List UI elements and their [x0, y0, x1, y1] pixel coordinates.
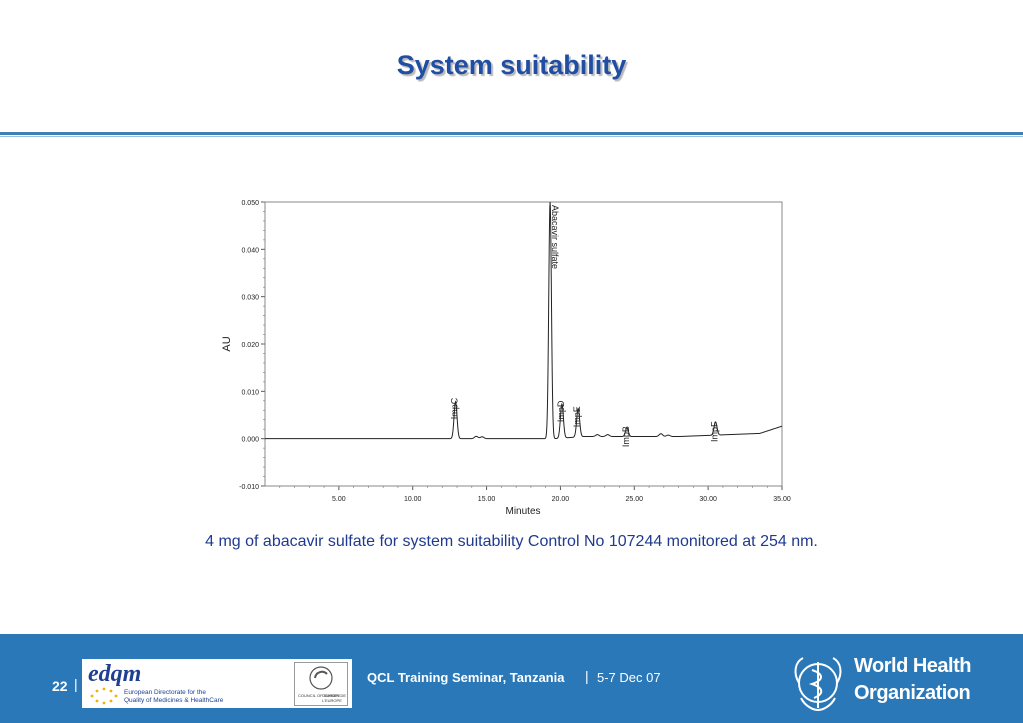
seminar-dates: 5-7 Dec 07: [597, 670, 661, 685]
peak-label: Abacavir sulfate: [550, 205, 560, 269]
title-divider: [0, 132, 1023, 135]
x-tick-label: 20.00: [552, 496, 570, 503]
peak-label: ImpC: [450, 397, 460, 419]
x-tick-label: 30.00: [699, 496, 717, 503]
y-axis-label: AU: [221, 336, 233, 351]
page-separator: |: [74, 676, 78, 692]
y-tick-label: -0.010: [239, 484, 259, 491]
edqm-logo: edqm: [88, 661, 142, 687]
chromatogram-chart: -0.010 0.000 0.010 0.020 0.030 0.040 0.050 5.00…: [221, 200, 791, 517]
x-tick-label: 5.00: [332, 496, 346, 503]
y-tick-label: 0.000: [241, 437, 259, 444]
slide-title: System suitability: [396, 50, 627, 80]
edqm-tagline-2: Quality of Medicines & HealthCare: [124, 697, 224, 704]
who-name-line1: World Health: [854, 655, 971, 677]
who-emblem-icon: [794, 657, 842, 712]
y-tick-label: 0.020: [241, 342, 259, 349]
peak-label: ImpB: [621, 426, 631, 447]
chromatogram-trace: [265, 201, 783, 440]
x-tick-label: 15.00: [478, 496, 496, 503]
y-tick-label: 0.030: [241, 295, 259, 302]
seminar-title: QCL Training Seminar, Tanzania: [367, 670, 565, 685]
x-tick-label: 10.00: [404, 496, 422, 503]
y-tick-label: 0.050: [241, 200, 259, 207]
council-of-europe-logo: COUNCIL OF EUROPE CONSEIL DE L'EUROPE: [294, 662, 348, 706]
plot-frame: [264, 201, 783, 487]
who-name-line2: Organization: [854, 682, 971, 704]
peak-label: ImpE: [572, 406, 582, 427]
edqm-stars-icon: [90, 687, 118, 705]
x-tick-label: 25.00: [626, 496, 644, 503]
edqm-tagline-1: European Directorate for the: [124, 689, 207, 696]
chart-caption: 4 mg of abacavir sulfate for system suit…: [205, 533, 818, 550]
peak-label: ImpF: [710, 421, 720, 442]
coe-label-en: COUNCIL OF EUROPE: [298, 693, 341, 698]
council-of-europe-icon: [309, 666, 333, 690]
title-divider-thin: [0, 136, 1023, 137]
partner-logos: edqm European Directorate for the Qualit…: [82, 659, 352, 708]
y-tick-label: 0.010: [241, 389, 259, 396]
x-axis-label: Minutes: [505, 506, 540, 517]
page-number: 22: [52, 678, 68, 694]
x-tick-label: 35.00: [773, 496, 791, 503]
y-tick-label: 0.040: [241, 247, 259, 254]
footer-separator: |: [585, 668, 589, 684]
peak-label: ImpD: [556, 400, 566, 422]
coe-label-fr: CONSEIL DE L'EUROPE: [322, 693, 347, 703]
